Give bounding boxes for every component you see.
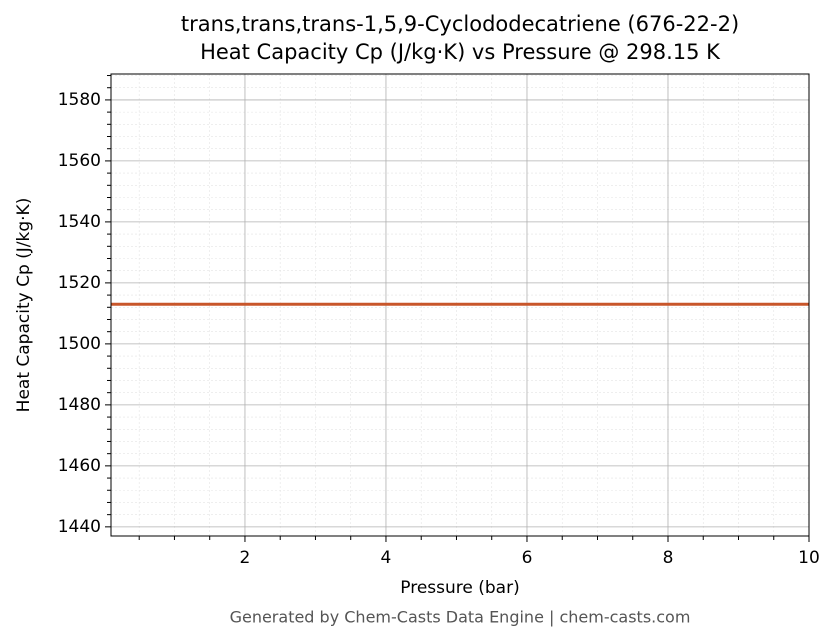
x-tick-label: 8 xyxy=(663,548,674,568)
y-tick-label: 1520 xyxy=(58,273,101,293)
chart-title: trans,trans,trans-1,5,9-Cyclododecatrien… xyxy=(181,12,739,36)
y-tick-label: 1460 xyxy=(58,456,101,476)
x-tick-label: 6 xyxy=(522,548,533,568)
x-axis-label: Pressure (bar) xyxy=(400,578,519,598)
footer: Generated by Chem-Casts Data Engine | ch… xyxy=(230,608,691,627)
y-tick-label: 1440 xyxy=(58,517,101,537)
plot-frame xyxy=(110,73,810,537)
y-tick-label: 1540 xyxy=(58,212,101,232)
x-tick-label: 2 xyxy=(240,548,251,568)
y-tick-label: 1560 xyxy=(58,151,101,171)
x-tick-label: 10 xyxy=(798,548,820,568)
y-tick-label: 1480 xyxy=(58,395,101,415)
chart-subtitle: Heat Capacity Cp (J/kg·K) vs Pressure @ … xyxy=(200,40,721,64)
y-tick-label: 1580 xyxy=(58,90,101,110)
y-tick-label: 1500 xyxy=(58,334,101,354)
y-axis-label: Heat Capacity Cp (J/kg·K) xyxy=(14,198,34,413)
x-tick-label: 4 xyxy=(381,548,392,568)
